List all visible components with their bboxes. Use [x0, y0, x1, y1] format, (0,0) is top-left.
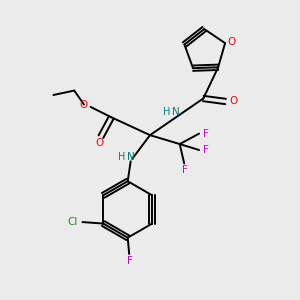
Text: F: F: [202, 145, 208, 155]
Text: F: F: [182, 165, 188, 175]
Text: N: N: [172, 107, 180, 117]
Text: F: F: [127, 256, 133, 266]
Text: O: O: [229, 97, 237, 106]
Text: O: O: [95, 138, 104, 148]
Text: H: H: [118, 152, 125, 162]
Text: O: O: [79, 100, 87, 110]
Text: H: H: [164, 107, 171, 117]
Text: Cl: Cl: [68, 217, 78, 227]
Text: N: N: [127, 152, 135, 162]
Text: F: F: [202, 129, 208, 139]
Text: O: O: [227, 37, 236, 46]
